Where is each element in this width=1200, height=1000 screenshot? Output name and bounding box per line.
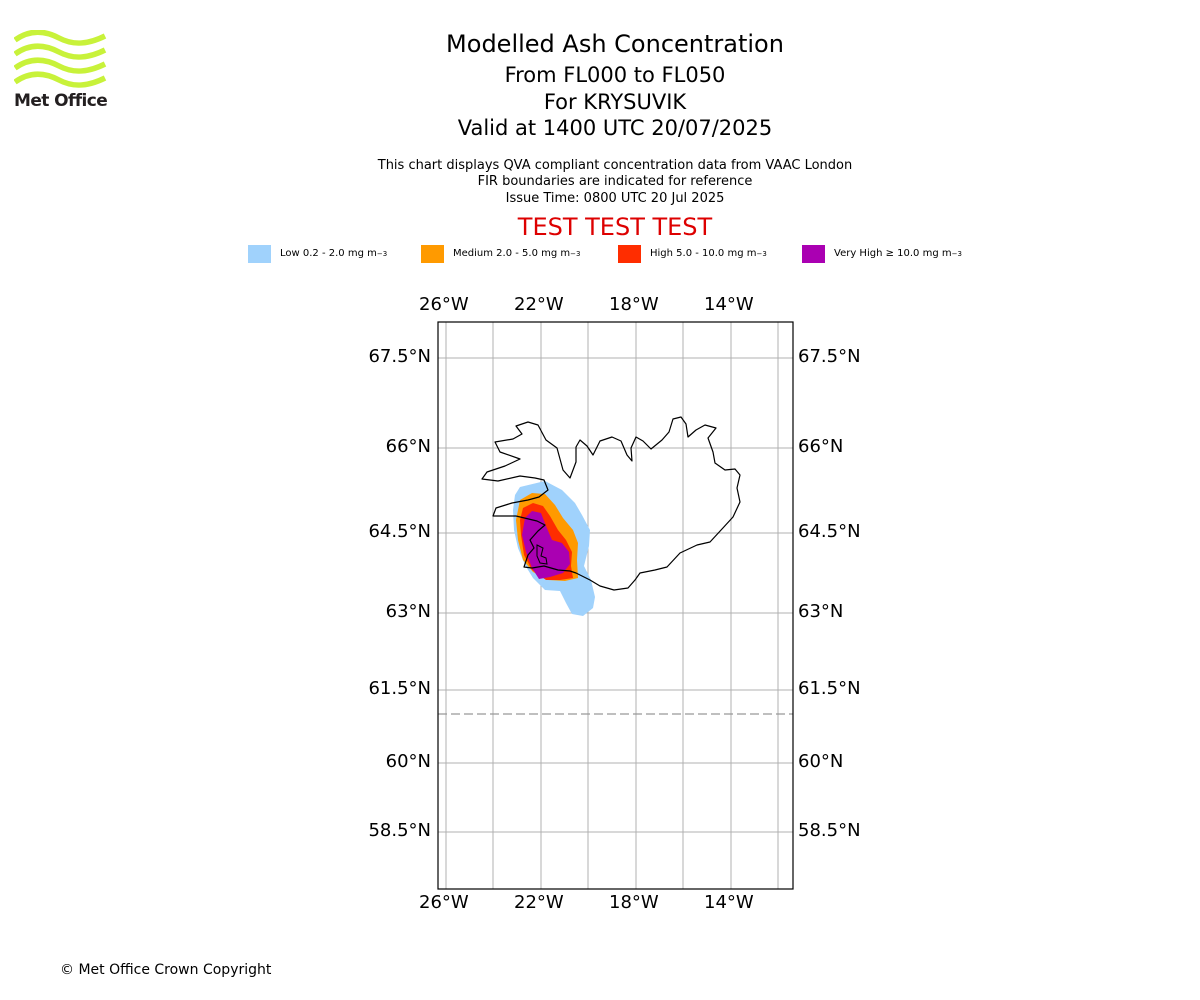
legend-swatch-low	[248, 244, 271, 263]
lat-tick-right-66n: 66°N	[798, 436, 844, 457]
lat-tick-right-63n: 63°N	[798, 601, 844, 622]
map-gridlines	[438, 322, 793, 889]
legend-unit-exponent-low: −3	[376, 249, 388, 258]
ash-area-very-high	[522, 511, 570, 579]
logo-text: Met Office	[14, 91, 108, 111]
issue-time: Issue Time: 0800 UTC 20 Jul 2025	[505, 191, 725, 206]
chart-title: Modelled Ash Concentration	[446, 30, 784, 58]
lat-tick-right-61-5n: 61.5°N	[798, 678, 861, 699]
lat-tick-left-61-5n: 61.5°N	[368, 678, 431, 699]
lon-tick-bottom-26w: 26°W	[419, 892, 469, 913]
volcano-name: For KRYSUVIK	[543, 90, 687, 114]
lat-tick-left-63n: 63°N	[385, 601, 431, 622]
legend-swatch-high	[618, 244, 641, 263]
lat-tick-left-66n: 66°N	[385, 436, 431, 457]
lon-tick-top-18w: 18°W	[609, 294, 659, 315]
legend-item-low: Low 0.2 - 2.0 mg m −3	[248, 244, 387, 263]
legend-unit-exponent-very-high: −3	[951, 249, 962, 258]
lat-tick-left-67-5n: 67.5°N	[368, 346, 431, 367]
legend-item-very-high: Very High ≥ 10.0 mg m −3	[802, 244, 962, 263]
iceland-coastline	[481, 416, 741, 591]
copyright-notice: © Met Office Crown Copyright	[60, 962, 272, 978]
lon-tick-bottom-22w: 22°W	[514, 892, 564, 913]
legend-swatch-medium	[421, 244, 444, 263]
lon-tick-top-26w: 26°W	[419, 294, 469, 315]
reykjanes-detail	[536, 544, 548, 565]
info-line-2: FIR boundaries are indicated for referen…	[477, 174, 753, 189]
info-line-1: This chart displays QVA compliant concen…	[377, 158, 853, 173]
lon-tick-top-14w: 14°W	[704, 294, 754, 315]
valid-time: Valid at 1400 UTC 20/07/2025	[457, 116, 773, 140]
lat-tick-right-64-5n: 64.5°N	[798, 521, 861, 542]
map-frame	[437, 321, 794, 890]
lat-tick-right-60n: 60°N	[798, 751, 844, 772]
legend-swatch-very-high	[802, 244, 825, 263]
lat-tick-left-58-5n: 58.5°N	[368, 820, 431, 841]
lat-tick-left-60n: 60°N	[385, 751, 431, 772]
legend-label-medium: Medium 2.0 - 5.0 mg m	[453, 248, 571, 259]
legend-unit-exponent-medium: −3	[570, 249, 581, 258]
legend-label-very-high: Very High ≥ 10.0 mg m	[834, 248, 952, 259]
met-office-logo-icon	[14, 30, 107, 88]
lat-tick-right-58-5n: 58.5°N	[798, 820, 861, 841]
lon-tick-bottom-14w: 14°W	[704, 892, 754, 913]
legend-item-high: High 5.0 - 10.0 mg m −3	[618, 244, 767, 263]
lat-tick-left-64-5n: 64.5°N	[368, 521, 431, 542]
legend-label-high: High 5.0 - 10.0 mg m	[650, 248, 757, 259]
lon-tick-bottom-18w: 18°W	[609, 892, 659, 913]
lat-tick-right-67-5n: 67.5°N	[798, 346, 861, 367]
legend-unit-exponent-high: −3	[756, 249, 767, 258]
legend-label-low: Low 0.2 - 2.0 mg m	[280, 248, 377, 259]
legend-item-medium: Medium 2.0 - 5.0 mg m −3	[421, 244, 580, 263]
test-banner: TEST TEST TEST	[517, 213, 713, 241]
flight-level-range: From FL000 to FL050	[504, 63, 726, 87]
lon-tick-top-22w: 22°W	[514, 294, 564, 315]
